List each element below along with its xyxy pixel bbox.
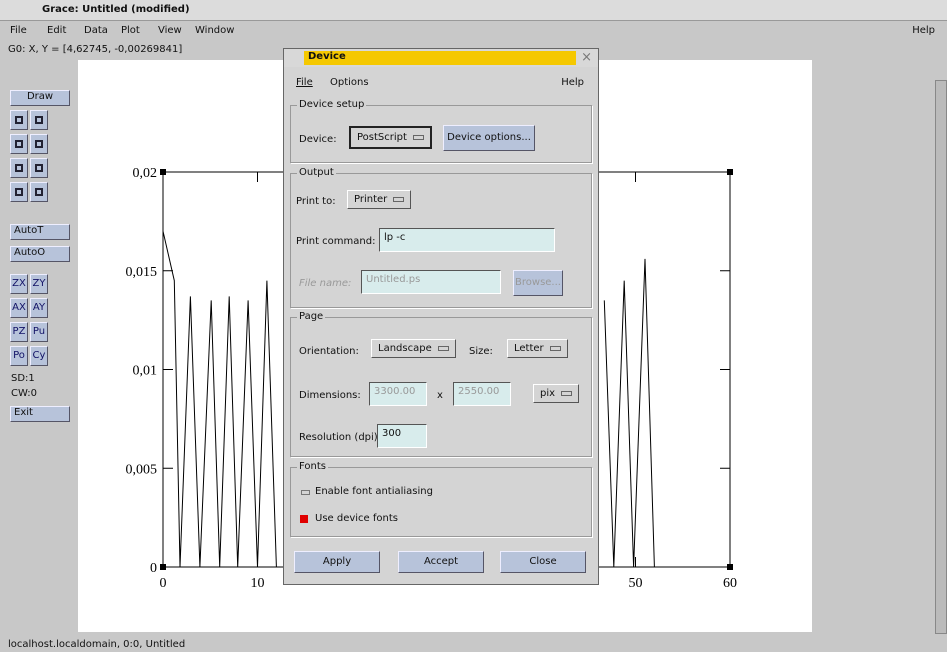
file-field: Untitled.ps	[361, 270, 501, 294]
icon	[15, 116, 23, 124]
height-field: 2550.00	[453, 382, 511, 406]
device-dialog: Device × File Options Help Device setup …	[283, 48, 599, 585]
checkbox[interactable]	[301, 490, 310, 495]
y-tick-label: 0,02	[133, 166, 158, 181]
x-tick-label: 10	[251, 576, 265, 591]
resolution-field[interactable]: 300	[377, 424, 427, 448]
tool-button[interactable]: ZX	[10, 274, 28, 294]
x-tick-label: 50	[629, 576, 643, 591]
browse-button: Browse...	[513, 270, 563, 296]
icon	[35, 116, 43, 124]
close-button[interactable]: Close	[500, 551, 586, 573]
output-frame: Output Print to: Printer Print command: …	[290, 167, 592, 308]
menu-item[interactable]: Data	[84, 25, 108, 36]
setup-frame: Device setup Device: PostScript Device o…	[290, 99, 592, 163]
unit-menu[interactable]: pix	[533, 384, 580, 403]
locator: G0: X, Y = [4,62745, -0,00269841]	[8, 44, 183, 55]
frame-legend: Output	[297, 167, 336, 178]
zoom-axes-button[interactable]	[30, 110, 48, 130]
menu-item[interactable]: Window	[195, 25, 235, 36]
dialog-menu[interactable]: Options	[330, 77, 369, 88]
print-to-menu[interactable]: Printer	[347, 190, 412, 209]
dialog-title: Device	[304, 51, 576, 65]
orientation-menu[interactable]: Landscape	[371, 339, 456, 358]
label: Dimensions:	[299, 390, 361, 401]
autot-button[interactable]: AutoT	[10, 224, 70, 240]
label: Device:	[299, 134, 337, 145]
zoom-out-button[interactable]	[30, 134, 48, 154]
right-button[interactable]	[30, 158, 48, 178]
times: x	[437, 390, 443, 401]
tool-button[interactable]: Po	[10, 346, 28, 366]
label: Print to:	[296, 196, 336, 207]
label: File name:	[299, 278, 352, 289]
menu-bar: File Edit Data Plot View Window	[0, 21, 947, 41]
title-bar: Grace: Untitled (modified)	[0, 0, 947, 21]
tool-button[interactable]: AY	[30, 298, 48, 318]
tool-button[interactable]: AX	[10, 298, 28, 318]
device-options-button[interactable]: Device options...	[443, 125, 535, 151]
menu-help[interactable]: Help	[912, 25, 935, 36]
close-icon[interactable]: ×	[581, 50, 592, 65]
draw-button[interactable]: Draw	[10, 90, 70, 106]
checkbox-checked[interactable]	[300, 515, 308, 523]
device-menu[interactable]: PostScript	[349, 126, 432, 149]
tool-button[interactable]: Cy	[30, 346, 48, 366]
y-tick-label: 0,01	[133, 364, 158, 379]
y-tick-label: 0,015	[126, 265, 158, 280]
size-menu[interactable]: Letter	[507, 339, 568, 358]
checkbox-label: Use device fonts	[315, 513, 398, 524]
zoom-button[interactable]	[10, 110, 28, 130]
tool-button[interactable]: ZY	[30, 274, 48, 294]
left-button[interactable]	[10, 158, 28, 178]
y-tick-label: 0,005	[126, 462, 158, 477]
menu-item[interactable]: Plot	[121, 25, 140, 36]
frame-legend: Device setup	[297, 99, 367, 110]
checkbox-label: Enable font antialiasing	[315, 486, 433, 497]
icon	[35, 164, 43, 172]
label: Print command:	[296, 236, 376, 247]
x-tick-label: 0	[160, 576, 167, 591]
icon	[15, 188, 23, 196]
label: Resolution (dpi):	[299, 432, 382, 443]
up-button[interactable]	[30, 182, 48, 202]
menu-item[interactable]: File	[10, 25, 27, 36]
data-line	[162, 231, 655, 568]
dialog-menu[interactable]: File	[296, 77, 313, 88]
status-bar: localhost.localdomain, 0:0, Untitled	[8, 639, 186, 650]
y-tick-label: 0	[150, 561, 157, 576]
menu-item[interactable]: View	[158, 25, 182, 36]
tool-button[interactable]: PZ	[10, 322, 28, 342]
page-frame: Page Orientation: Landscape Size: Letter…	[290, 311, 592, 457]
x-tick-label: 60	[723, 576, 737, 591]
icon	[35, 188, 43, 196]
icon	[15, 164, 23, 172]
window-title: Grace: Untitled (modified)	[42, 4, 190, 15]
label: Size:	[469, 346, 493, 357]
exit-button[interactable]: Exit	[10, 406, 70, 422]
sd-label: SD:1	[11, 373, 35, 384]
tool-button[interactable]: Pu	[30, 322, 48, 342]
menu-item[interactable]: Edit	[47, 25, 67, 36]
cw-label: CW:0	[11, 388, 38, 399]
icon	[35, 140, 43, 148]
toolbar: Draw AutoT AutoO SD:1 CW:0 Exit ZX ZY AX AY…	[8, 88, 74, 428]
command-field[interactable]: lp -c	[379, 228, 555, 252]
apply-button[interactable]: Apply	[294, 551, 380, 573]
dialog-help[interactable]: Help	[561, 77, 584, 88]
accept-button[interactable]: Accept	[398, 551, 484, 573]
down-button[interactable]	[10, 182, 28, 202]
frame-legend: Page	[297, 311, 326, 322]
fonts-frame: Fonts Enable font antialiasing Use devic…	[290, 461, 592, 537]
icon	[15, 140, 23, 148]
autoo-button[interactable]: AutoO	[10, 246, 70, 262]
label: Orientation:	[299, 346, 359, 357]
width-field: 3300.00	[369, 382, 427, 406]
zoom-in-button[interactable]	[10, 134, 28, 154]
frame-legend: Fonts	[297, 461, 328, 472]
